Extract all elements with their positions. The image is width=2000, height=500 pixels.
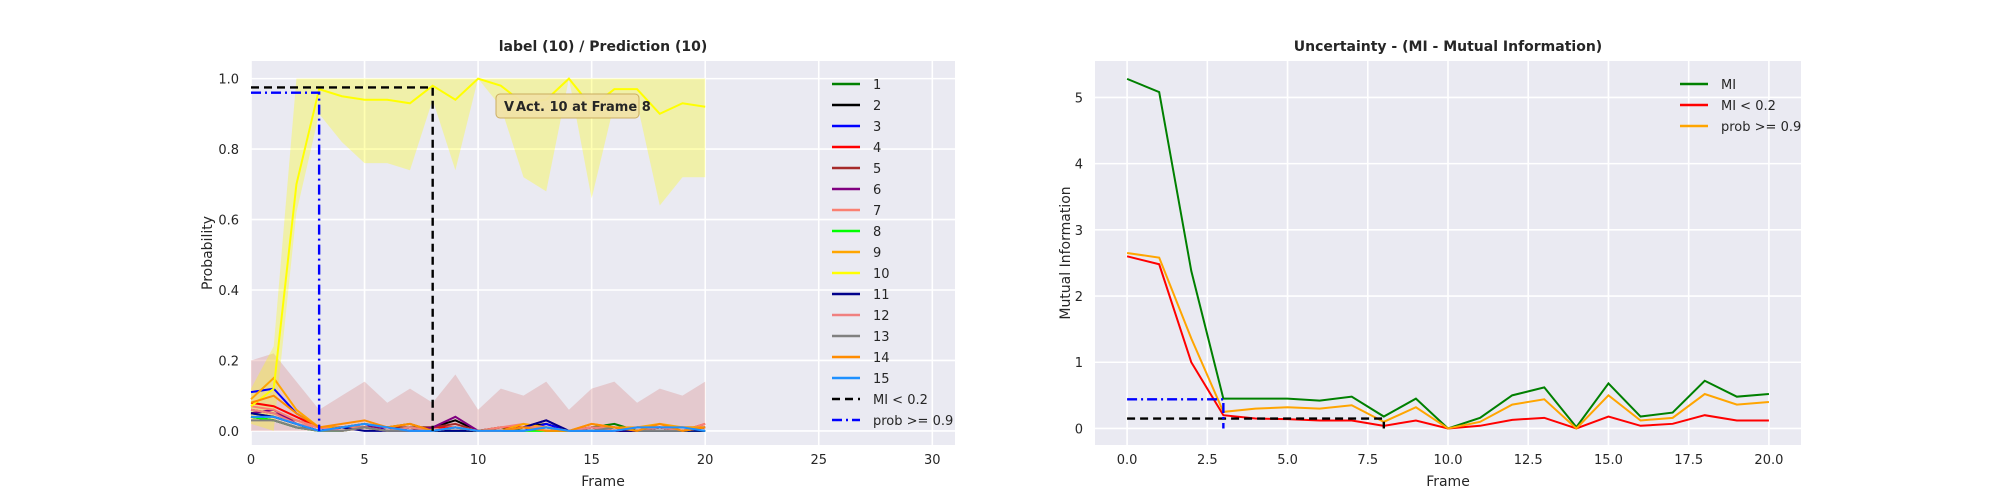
legend-label: 12 — [873, 309, 890, 324]
legend-label: 6 — [873, 183, 881, 198]
y-tick-label: 1.0 — [218, 73, 239, 88]
y-tick-label: 0.8 — [218, 143, 239, 158]
y-tick-label: 0.6 — [218, 214, 239, 229]
y-tick-label: 4 — [1075, 158, 1083, 173]
x-tick-label: 25 — [810, 453, 827, 468]
x-tick-label: 10.0 — [1434, 453, 1463, 468]
legend-label: 2 — [873, 99, 881, 114]
legend-label: 13 — [873, 330, 890, 345]
legend-label: prob >= 0.9 — [873, 414, 953, 429]
legend-label: 4 — [873, 141, 881, 156]
legend: MI MI < 0.2 prob >= 0.9 — [1680, 78, 1801, 135]
axis-ticks: 0.0 2.5 5.0 7.5 10.0 12.5 15.0 17.5 20.0 0 1 2 3 4 5 — [1075, 91, 1784, 468]
probability-chart: 0 5 10 15 20 25 300.00.20.40.60.81.0 label (10… — [200, 39, 955, 490]
threshold-line — [251, 86, 434, 431]
x-tick-label: 12.5 — [1514, 453, 1543, 468]
x-axis-label: Frame — [1426, 474, 1470, 490]
threshold-lines — [1127, 398, 1386, 429]
legend-label: MI < 0.2 — [1721, 99, 1776, 114]
annotation-box: V Act. 10 at Frame 8 — [495, 93, 651, 119]
legend-label: 15 — [873, 372, 890, 387]
chart-title: Uncertainty - (MI - Mutual Information) — [1294, 39, 1602, 55]
y-tick-label: 5 — [1075, 91, 1083, 106]
x-tick-label: 5 — [360, 453, 368, 468]
mutual-information-chart: 0.0 2.5 5.0 7.5 10.0 12.5 15.0 17.5 20.0 0 1 2 3 4 5 U… — [1058, 39, 1801, 490]
x-tick-label: 0.0 — [1117, 453, 1138, 468]
y-tick-label: 0.4 — [218, 284, 239, 299]
x-tick-label: 7.5 — [1357, 453, 1378, 468]
annotation-badge: V — [504, 100, 514, 115]
y-tick-label: 0.2 — [218, 354, 239, 369]
x-tick-label: 0 — [247, 453, 255, 468]
series-lines — [250, 77, 706, 432]
x-tick-label: 15 — [583, 453, 600, 468]
y-tick-label: 3 — [1075, 224, 1083, 239]
y-tick-label: 0 — [1075, 422, 1083, 437]
y-tick-label: 1 — [1075, 356, 1083, 371]
series-line-prob-0-9 — [1126, 252, 1769, 430]
legend-label: MI < 0.2 — [873, 393, 928, 408]
legend-label: 5 — [873, 162, 881, 177]
legend-label: 8 — [873, 225, 881, 240]
chart-title: label (10) / Prediction (10) — [499, 39, 708, 55]
threshold-lines — [251, 86, 434, 431]
y-tick-label: 2 — [1075, 290, 1083, 305]
y-tick-label: 0.0 — [218, 425, 239, 440]
legend-label: 3 — [873, 120, 881, 135]
x-tick-label: 17.5 — [1674, 453, 1703, 468]
legend-label: prob >= 0.9 — [1721, 120, 1801, 135]
x-tick-label: 30 — [924, 453, 941, 468]
x-tick-label: 15.0 — [1594, 453, 1623, 468]
legend-label: 14 — [873, 351, 890, 366]
y-axis-label: Mutual Information — [1058, 186, 1074, 319]
series-line-10 — [250, 77, 706, 408]
annotation-text: Act. 10 at Frame 8 — [516, 100, 651, 115]
x-tick-label: 20 — [697, 453, 714, 468]
series-lines — [1126, 77, 1769, 430]
threshold-line — [1127, 398, 1225, 429]
x-tick-label: 2.5 — [1197, 453, 1218, 468]
threshold-line — [1127, 417, 1386, 429]
threshold-line — [251, 91, 321, 431]
series-line-15 — [251, 415, 706, 432]
x-tick-label: 10 — [470, 453, 487, 468]
y-axis-label: Probability — [200, 216, 216, 290]
x-tick-label: 20.0 — [1754, 453, 1783, 468]
x-axis-label: Frame — [581, 474, 625, 490]
legend-label: 10 — [873, 267, 890, 282]
prediction-band — [251, 78, 706, 431]
legend-label: 11 — [873, 288, 890, 303]
axis-ticks: 0 5 10 15 20 25 300.00.20.40.60.81.0 — [218, 73, 940, 468]
noise-band — [251, 353, 706, 431]
legend-label: 7 — [873, 204, 881, 219]
legend-label: MI — [1721, 78, 1736, 93]
legend-label: 1 — [873, 78, 881, 93]
legend-label: 9 — [873, 246, 881, 261]
confidence-bands — [251, 78, 706, 431]
x-tick-label: 5.0 — [1277, 453, 1298, 468]
